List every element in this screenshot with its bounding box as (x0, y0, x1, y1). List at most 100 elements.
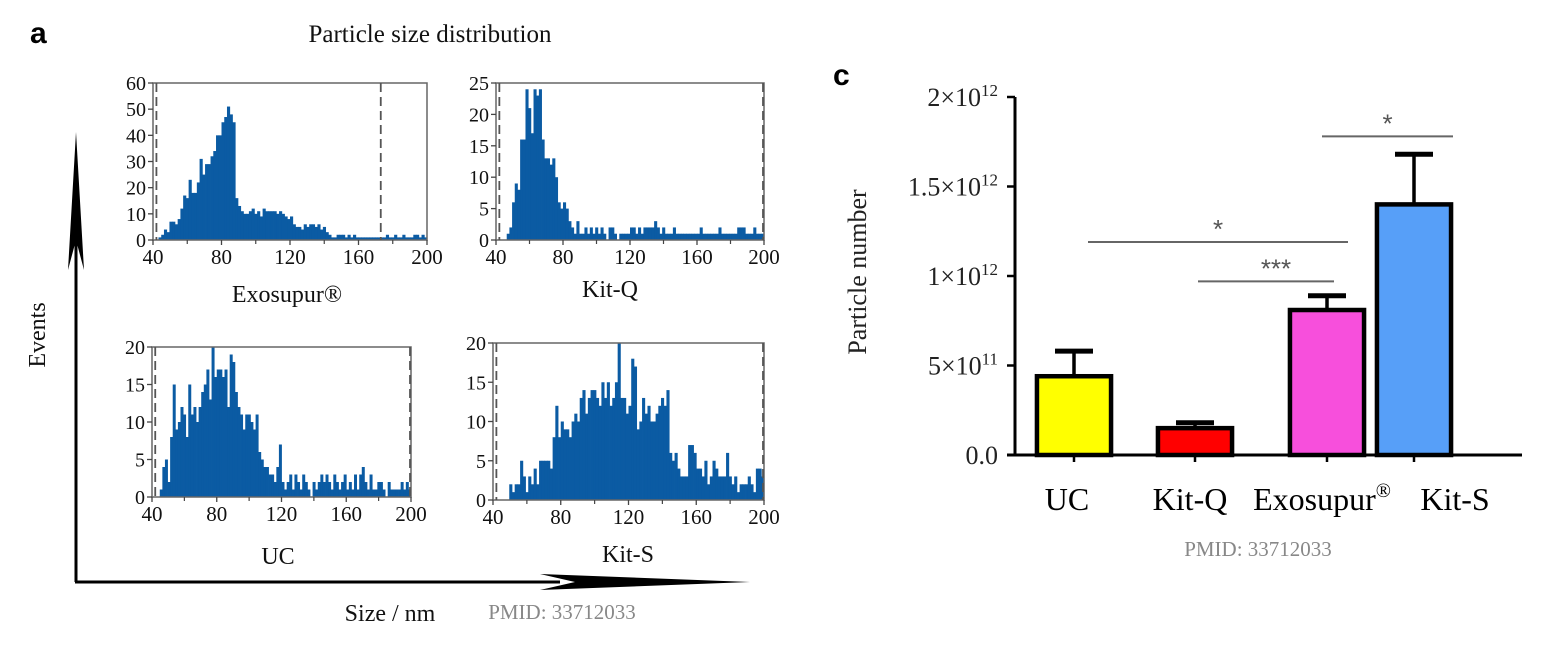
y-tick-label: 2×1012 (927, 81, 998, 112)
histogram-bar (392, 489, 396, 497)
histogram-bar (712, 460, 716, 500)
x-tick-label: 200 (411, 245, 443, 269)
histogram-bar (335, 482, 339, 497)
histogram-bar (363, 237, 368, 240)
y-tick-label: 20 (125, 337, 145, 359)
histogram-bar (281, 482, 285, 497)
histogram-bar (372, 489, 376, 497)
histogram-bar (322, 226, 327, 240)
histogram-bar (525, 492, 529, 500)
histogram-bar (358, 237, 362, 240)
histogram-bar (343, 474, 347, 497)
histogram-bar (183, 195, 187, 240)
x-tick-label: 160 (681, 505, 713, 529)
histogram-bar (663, 405, 667, 500)
histogram-bar (159, 489, 163, 497)
particle-number-bar-chart: 0.0 5×1011 1×1012 1.5×1012 2×1012 UC Kit-Q Exos… (908, 81, 1522, 517)
histogram-bar (205, 164, 209, 240)
hist-title-kit-q: Kit-Q (582, 277, 638, 303)
histogram-bar (533, 468, 537, 500)
histogram-bar (298, 226, 302, 240)
histogram-bar (694, 233, 698, 240)
histogram-bar (257, 211, 261, 240)
histogram-bar (226, 106, 231, 240)
histogram-bar (715, 233, 719, 240)
histogram-bar (348, 482, 352, 497)
histogram-bar (674, 452, 678, 500)
histogram-bar (753, 492, 757, 500)
histogram-bar (260, 459, 264, 497)
hist-title-exosupur: Exosupur® (232, 282, 342, 308)
histogram-bar (753, 227, 757, 240)
histogram-bar (382, 489, 386, 497)
histogram-bar (525, 89, 529, 240)
histogram-bar (309, 224, 313, 240)
histogram-bar (606, 382, 610, 500)
x-tick-label: 80 (553, 245, 574, 269)
histogram-bar (333, 237, 337, 240)
histogram-bar (300, 229, 305, 240)
histogram-bar (682, 476, 686, 500)
histogram-bar (667, 233, 671, 240)
histogram-bar (620, 397, 624, 500)
histogram-bar (390, 489, 394, 497)
histogram-bar (745, 233, 749, 240)
y-tick-label: 5×1011 (928, 350, 998, 381)
histogram-bar (576, 221, 580, 240)
significance-label: * (1213, 214, 1223, 244)
histogram-bar (509, 484, 513, 500)
significance-label: *** (1261, 253, 1291, 283)
histogram-bar (739, 227, 743, 240)
histogram-bar (254, 213, 258, 240)
histogram-bar (364, 482, 368, 497)
histogram-bar (194, 192, 198, 240)
histogram-bar (259, 216, 263, 240)
histogram-bar (208, 399, 212, 497)
histogram-bar (646, 227, 650, 240)
histogram-bar (271, 474, 275, 497)
histogram-bar (739, 484, 743, 500)
histogram-bar (248, 211, 253, 240)
histogram-bar (670, 233, 674, 240)
y-tick-label: 1.5×1012 (908, 171, 998, 202)
x-tick-label: 120 (613, 505, 645, 529)
histogram-bar (172, 221, 176, 240)
histogram-bar (723, 233, 727, 240)
histogram-bar (633, 366, 638, 500)
histogram-bar (387, 482, 391, 497)
bar-uc (1034, 373, 1114, 458)
histogram-bar (678, 233, 682, 240)
histogram-bar (745, 484, 749, 500)
histogram-bar (307, 489, 311, 497)
histogram-bar (565, 208, 569, 240)
histogram-bar (528, 108, 532, 241)
histogram-bar (161, 234, 165, 240)
histogram-bar (726, 452, 730, 500)
histogram-bar (216, 135, 220, 240)
histogram-bar (566, 429, 570, 500)
histogram-bar (579, 397, 583, 500)
histogram-bar (366, 237, 370, 240)
histogram-bar (234, 392, 238, 497)
histogram-bar (229, 114, 233, 240)
histogram-bar (265, 467, 269, 497)
histogram-bar (395, 489, 399, 497)
histogram-bar (603, 233, 607, 240)
histogram-bar (255, 414, 259, 497)
histogram-bar (608, 227, 612, 240)
histogram-bar (671, 460, 675, 500)
y-tick-label: 5 (135, 450, 145, 472)
histogram-bar (268, 474, 272, 497)
histogram-bar (758, 468, 762, 500)
y-tick-label: 0 (136, 230, 146, 252)
histogram-bar (232, 362, 236, 497)
histogram-bar (185, 198, 190, 240)
histogram-bar (167, 482, 171, 497)
histogram-bar (557, 202, 561, 240)
histogram-bar (177, 422, 181, 497)
histogram-bar (651, 227, 655, 240)
histogram-bar (191, 192, 195, 240)
histogram-bar (372, 237, 376, 240)
histogram-bar (704, 460, 708, 500)
histogram-bar (702, 233, 706, 240)
